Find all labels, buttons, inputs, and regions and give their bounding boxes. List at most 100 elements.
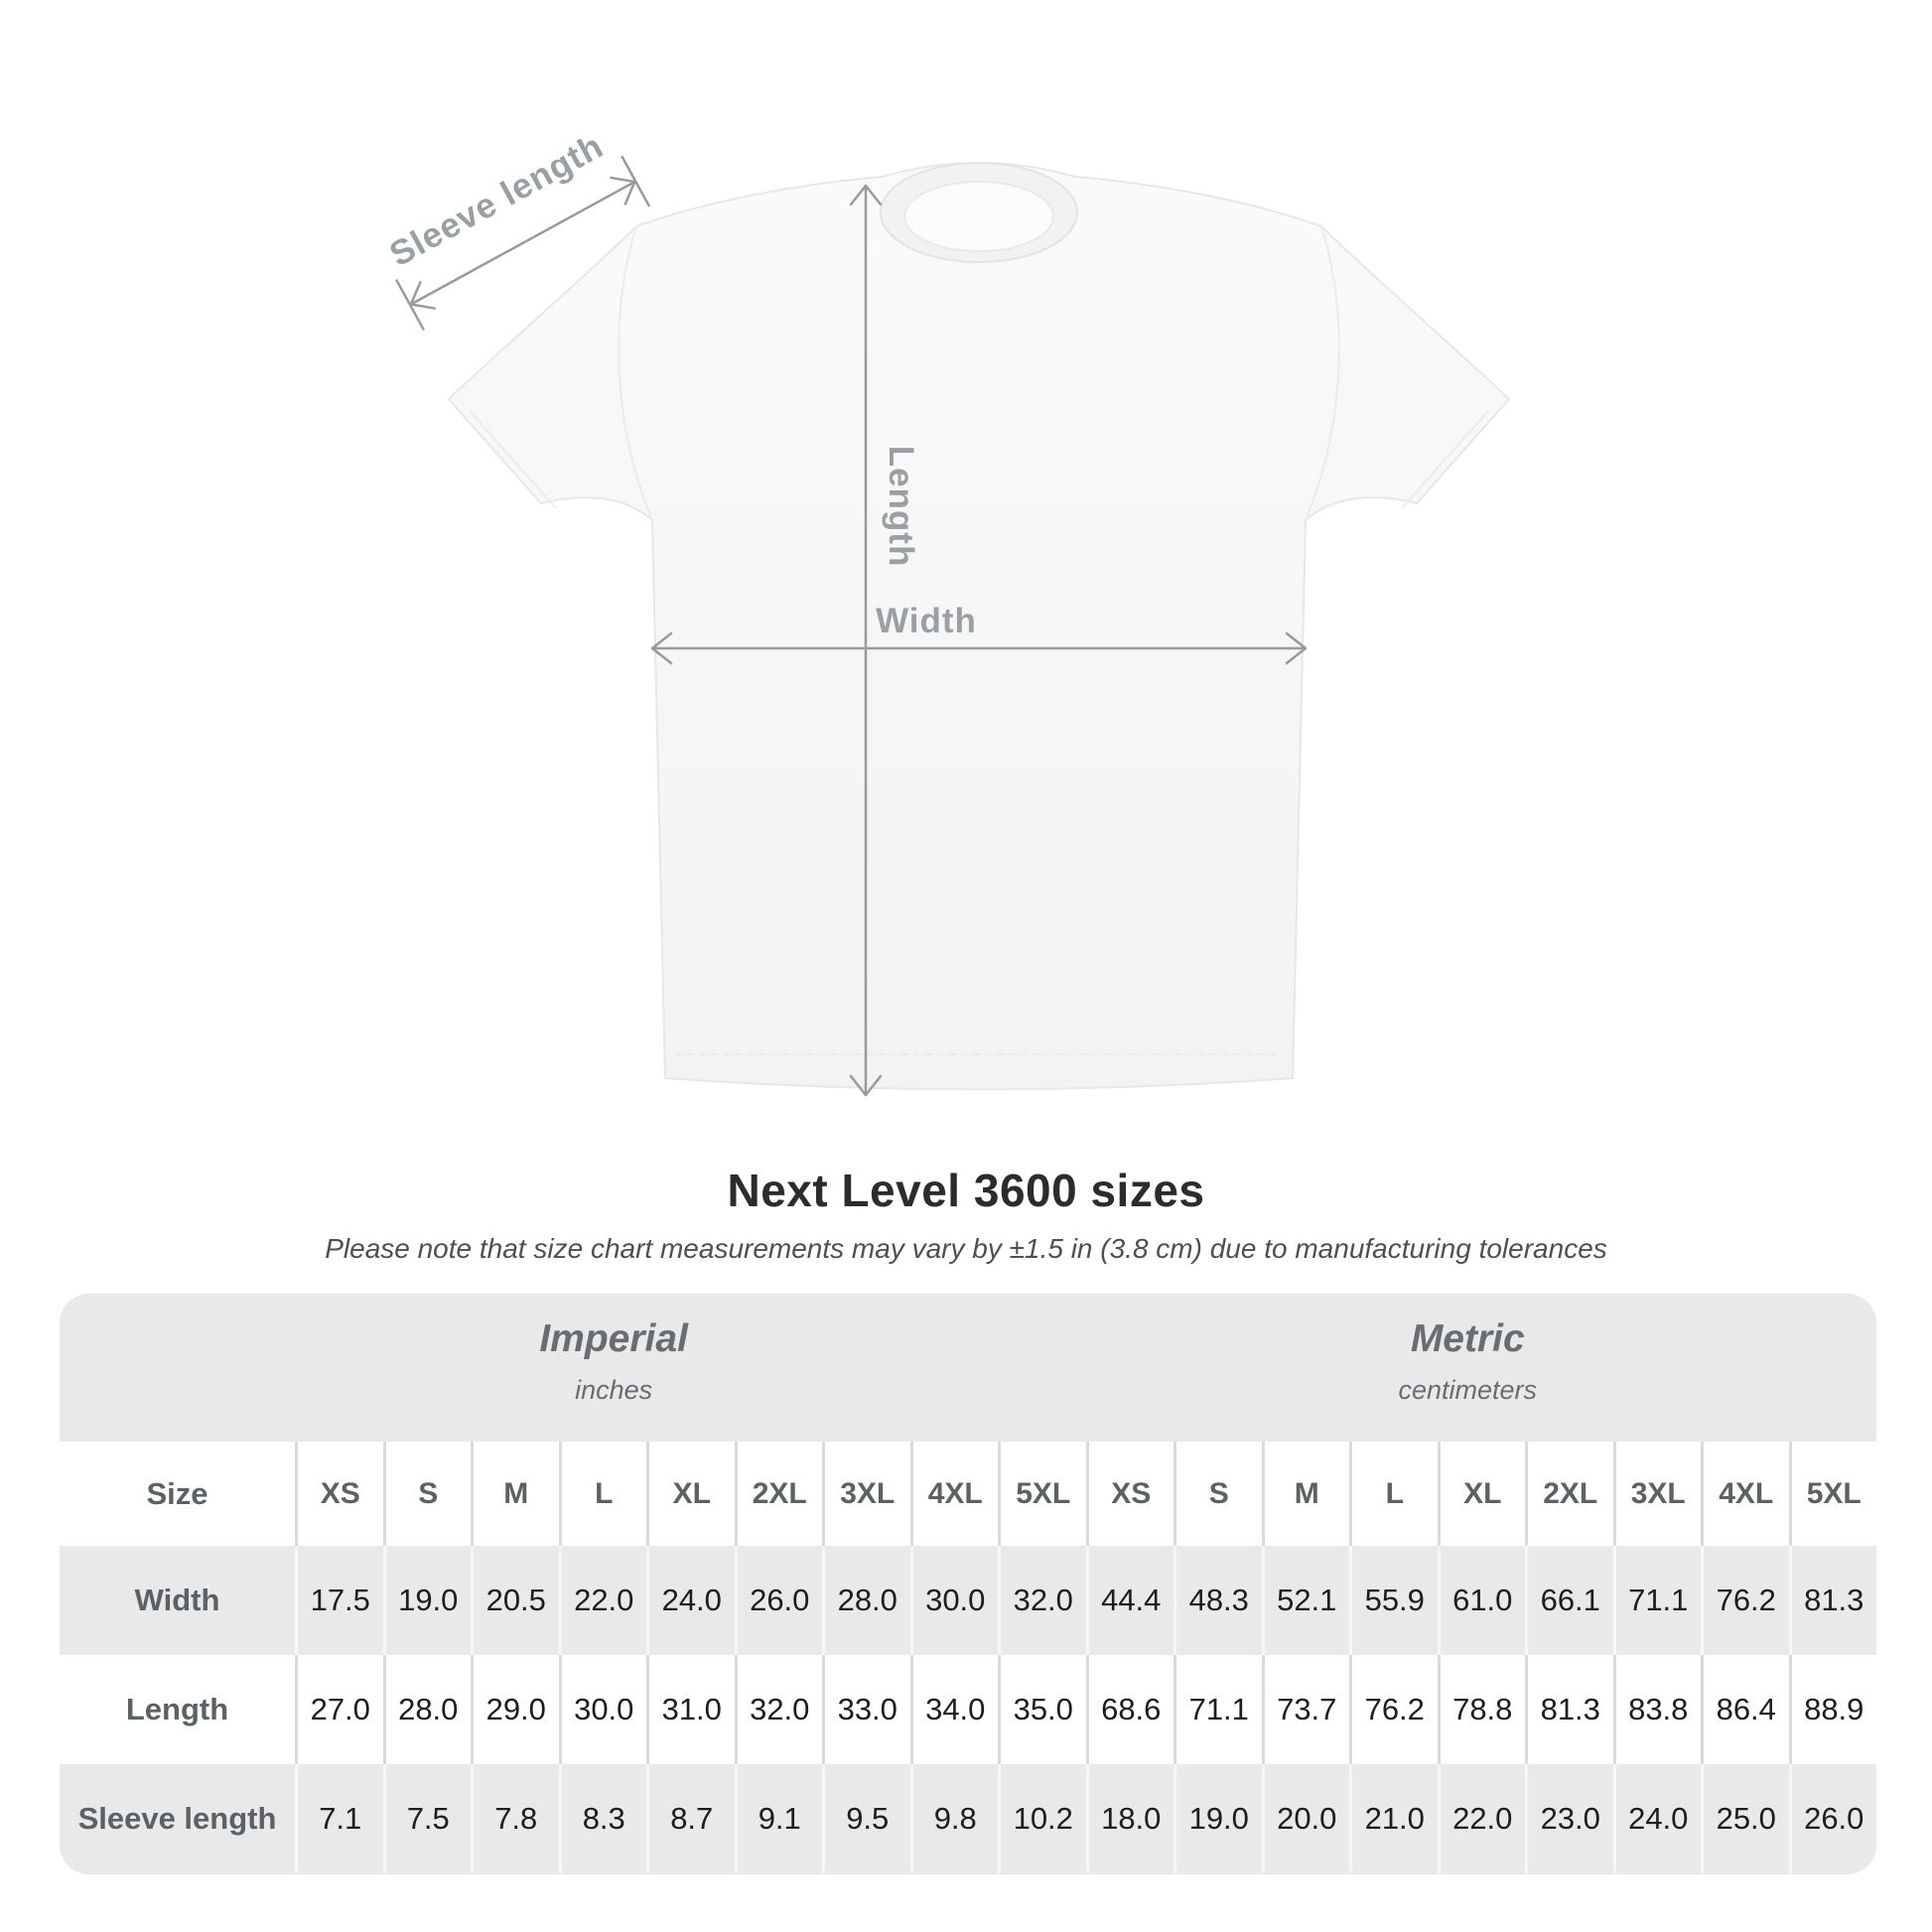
- measurement-cell: 33.0: [822, 1655, 910, 1764]
- measurement-cell: 9.8: [909, 1764, 999, 1873]
- size-column-header: 3XL: [1612, 1442, 1702, 1546]
- measurement-cell: 27.0: [295, 1655, 383, 1764]
- measurement-cell: 71.1: [1173, 1655, 1262, 1764]
- size-column-header: XL: [646, 1442, 735, 1546]
- size-column-header: 5XL: [998, 1442, 1086, 1546]
- measurement-cell: 10.2: [998, 1764, 1086, 1873]
- arrowhead-west: [650, 631, 673, 665]
- measurement-cell: 30.0: [909, 1546, 999, 1655]
- size-column-header: L: [1349, 1442, 1438, 1546]
- width-dimension: Width: [650, 602, 1308, 665]
- measurement-cell: 28.0: [382, 1655, 472, 1764]
- arrowhead-east: [1285, 631, 1308, 665]
- size-header-label: Size: [146, 1475, 208, 1511]
- size-column-header: 2XL: [734, 1442, 823, 1546]
- measurement-cell: 21.0: [1349, 1764, 1438, 1873]
- size-column-header: L: [558, 1442, 647, 1546]
- measurement-cell: 9.1: [734, 1764, 823, 1873]
- row-label-sleeve-length: Sleeve length: [77, 1801, 277, 1836]
- units-band: Imperial inches Metric centimeters: [60, 1294, 1876, 1442]
- metric-section-header: Metric centimeters: [1398, 1317, 1537, 1406]
- measurement-cell: 19.0: [382, 1546, 472, 1655]
- extension-tick-right: [621, 155, 651, 207]
- size-column-header: XS: [1085, 1442, 1174, 1546]
- measurement-cell: 68.6: [1085, 1655, 1174, 1764]
- size-column-header: XS: [295, 1442, 383, 1546]
- measurement-cell: 26.0: [1788, 1764, 1877, 1873]
- measurement-cell: 19.0: [1173, 1764, 1262, 1873]
- measurement-cell: 20.5: [471, 1546, 559, 1655]
- measurement-cell: 34.0: [909, 1655, 999, 1764]
- measurement-cell: 22.0: [558, 1546, 647, 1655]
- sleeve-length-arrow: [409, 180, 636, 307]
- length-label: Length: [882, 446, 920, 568]
- imperial-label: Imperial: [539, 1317, 688, 1360]
- size-column-header: S: [1173, 1442, 1262, 1546]
- table-row-width: Width 17.5 19.0 20.5 22.0 24.0 26.0 28.0 30.0 32…: [60, 1546, 1876, 1655]
- measurement-cell: 28.0: [822, 1546, 910, 1655]
- page-subtitle: Please note that size chart measurements…: [325, 1233, 1607, 1264]
- size-column-header: XL: [1437, 1442, 1526, 1546]
- right-sleeve-seam: [1305, 225, 1340, 521]
- size-header-row: Size XS S M L XL 2XL 3XL 4XL 5XL XS S M L XL 2XL 3XL 4XL…: [60, 1442, 1876, 1546]
- measurement-cell: 86.4: [1701, 1655, 1789, 1764]
- measurement-cell: 26.0: [734, 1546, 823, 1655]
- measurement-cell: 88.9: [1788, 1655, 1877, 1764]
- left-cuff-seam: [469, 410, 557, 509]
- measurement-cell: 76.2: [1349, 1655, 1438, 1764]
- left-sleeve-seam: [618, 225, 653, 521]
- measurement-cell: 71.1: [1612, 1546, 1702, 1655]
- measurement-cell: 8.7: [646, 1764, 735, 1873]
- imperial-unit-label: inches: [575, 1375, 653, 1405]
- width-label: Width: [876, 602, 977, 640]
- measurement-cell: 81.3: [1525, 1655, 1613, 1764]
- right-cuff-seam: [1401, 410, 1489, 509]
- title-block: Next Level 3600 sizes Please note that s…: [0, 1164, 1932, 1265]
- size-column-header: 5XL: [1788, 1442, 1877, 1546]
- measurement-cell: 24.0: [646, 1546, 735, 1655]
- size-column-header: 2XL: [1525, 1442, 1613, 1546]
- page-title: Next Level 3600 sizes: [727, 1165, 1205, 1216]
- measurement-cell: 20.0: [1261, 1764, 1350, 1873]
- measurement-cell: 9.5: [822, 1764, 910, 1873]
- measurement-cell: 7.5: [382, 1764, 472, 1873]
- sleeve-length-label: Sleeve length: [383, 126, 610, 274]
- row-label-width: Width: [134, 1583, 220, 1617]
- measurement-cell: 44.4: [1085, 1546, 1174, 1655]
- measurement-cell: 66.1: [1525, 1546, 1613, 1655]
- measurement-cell: 35.0: [998, 1655, 1086, 1764]
- measurement-cell: 32.0: [998, 1546, 1086, 1655]
- size-column-header: 4XL: [909, 1442, 999, 1546]
- row-label-length: Length: [125, 1692, 229, 1726]
- table-row-length: Length 27.0 28.0 29.0 30.0 31.0 32.0 33.0 34.0 3…: [60, 1655, 1876, 1764]
- measurement-cell: 29.0: [471, 1655, 559, 1764]
- size-column-header: 3XL: [822, 1442, 910, 1546]
- measurement-cell: 30.0: [558, 1655, 647, 1764]
- measurement-cell: 32.0: [734, 1655, 823, 1764]
- measurement-cell: 31.0: [646, 1655, 735, 1764]
- size-table: Imperial inches Metric centimeters Size …: [60, 1294, 1876, 1874]
- measurement-cell: 23.0: [1525, 1764, 1613, 1873]
- measurement-cell: 17.5: [295, 1546, 383, 1655]
- measurement-cell: 73.7: [1261, 1655, 1350, 1764]
- measurement-cell: 7.1: [295, 1764, 383, 1873]
- collar-inner: [903, 181, 1054, 252]
- measurement-cell: 81.3: [1788, 1546, 1877, 1655]
- measurement-cell: 22.0: [1437, 1764, 1526, 1873]
- measurement-cell: 76.2: [1701, 1546, 1789, 1655]
- measurement-cell: 52.1: [1261, 1546, 1350, 1655]
- measurement-cell: 48.3: [1173, 1546, 1262, 1655]
- table-row-sleeve-length: Sleeve length 7.1 7.5 7.8 8.3 8.7 9.1 9.5 9.8 10…: [60, 1764, 1876, 1873]
- size-column-header: S: [382, 1442, 472, 1546]
- measurement-cell: 24.0: [1612, 1764, 1702, 1873]
- size-column-header: 4XL: [1701, 1442, 1789, 1546]
- metric-label: Metric: [1410, 1317, 1525, 1360]
- length-dimension: Length: [849, 184, 920, 1097]
- size-column-header: M: [1261, 1442, 1350, 1546]
- measurement-cell: 55.9: [1349, 1546, 1438, 1655]
- measurement-cell: 7.8: [471, 1764, 559, 1873]
- metric-unit-label: centimeters: [1398, 1375, 1538, 1405]
- tshirt-diagram: Sleeve length Length Width: [383, 126, 1511, 1097]
- measurement-cell: 18.0: [1085, 1764, 1174, 1873]
- extension-tick-left: [394, 278, 426, 332]
